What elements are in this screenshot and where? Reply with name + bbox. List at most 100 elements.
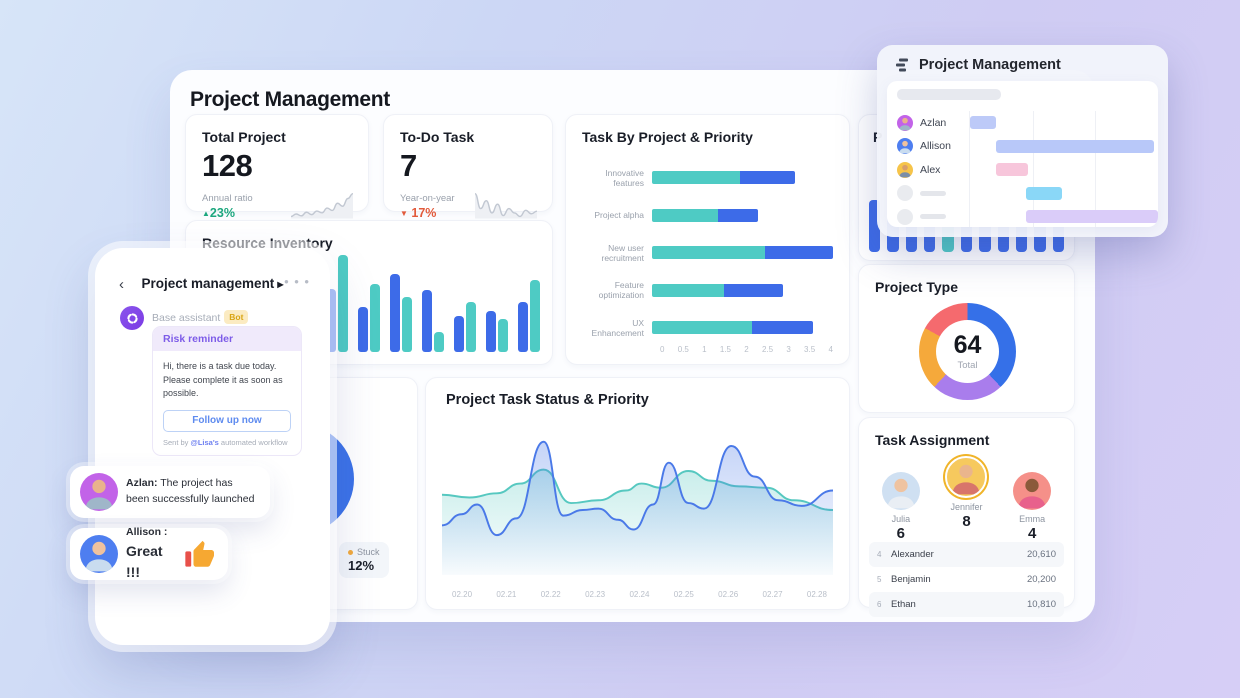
down-arrow-icon: ▼ [400,209,408,218]
avatar [897,138,913,155]
stat-value: 128 [202,148,253,183]
chat-bubble-azlan: Azlan: The project has been successfully… [70,466,270,518]
bar [869,200,881,252]
gantt-popup-window: Project Management Azlan Allison Alex [877,45,1168,237]
popup-title: Project Management [919,57,1061,73]
gantt-row-name: Allison [920,140,951,153]
member: Jennifer 8 [945,456,988,530]
gantt-row-name: Alex [920,163,941,176]
back-button[interactable]: ‹ [119,276,124,293]
donut-total-value: 64 [953,330,982,359]
mention-link[interactable]: @Lisa's [190,437,219,447]
bubble-text: Allison : Great !!! [126,525,168,581]
bar-segment [652,171,741,185]
bubble-text: Azlan: The project has been successfully… [126,477,255,505]
stat-delta: ▲23% [202,206,235,220]
gantt-row-name: Azlan [920,116,947,129]
bar-segment [724,283,784,297]
follow-up-button[interactable]: Follow up now [163,409,291,432]
avatar [881,472,920,510]
stat-sublabel: Annual ratio [202,193,253,204]
avatar [80,473,118,511]
bar [466,302,476,352]
status-priority-card: Project Task Status & Priority 02.20 02.2… [425,377,850,610]
bar-segment [751,321,813,335]
avatar [897,114,913,131]
bar [326,289,336,352]
gantt-bar[interactable] [970,116,997,129]
bar [402,297,412,352]
chat-title: Project management ▶ [141,276,284,291]
total-project-card: Total Project 128 Annual ratio ▲23% [185,114,369,220]
risk-reminder-card: Risk reminder Hi, there is a task due to… [152,326,302,456]
avatar [1013,472,1052,510]
chat-bubble-allison: Allison : Great !!! [70,526,228,580]
skeleton-bar [897,89,1001,100]
bar-segment [652,246,766,260]
more-menu-button[interactable]: • • • [284,274,310,289]
table-row[interactable]: 4 Alexander 20,610 [869,542,1064,567]
legend-value: 12% [348,558,375,573]
stacked-bar-chart: Innovative features Project alpha New user… [580,159,833,347]
gantt-bar[interactable] [996,139,1155,153]
bar [454,316,464,352]
area-chart [442,420,833,575]
bar-label: Feature optimization [598,280,644,301]
table-row[interactable]: 5 Benjamin 20,200 [877,574,1056,585]
bar-label: Project alpha [594,210,644,221]
bar [358,307,368,352]
table-row[interactable]: 6 Ethan 10,810 [869,592,1064,617]
bar [530,280,540,352]
legend-dot [348,549,353,555]
member-avatars: Julia 6 Jennifer 8 Emma 4 [869,456,1064,542]
page-title: Project Management [190,88,390,111]
up-arrow-icon: ▲ [202,209,210,218]
gantt-timeline [969,111,1158,227]
bot-avatar [120,306,144,330]
sparkline-chart [290,186,354,220]
reminder-title: Risk reminder [153,327,301,351]
legend-label: Stuck [357,547,380,557]
stat-delta: ▼ 17% [400,206,437,220]
bar [390,274,400,352]
bar [422,290,432,352]
bar-segment [765,246,833,260]
stat-label: Total Project [202,129,286,145]
card-title: Project Task Status & Priority [446,392,649,408]
x-axis-ticks: 02.20 02.21 02.22 02.23 02.24 02.25 02.26 02.27… [452,590,827,599]
task-assignment-card: Task Assignment Julia 6 Jennifer 8 Emma 4 4 Al… [858,417,1075,617]
gantt-bar[interactable] [996,163,1029,176]
bar [498,319,508,352]
bar-label: UX Enhancement [591,317,644,338]
member: Julia 6 [881,472,920,542]
donut-chart: 64 Total [919,303,1016,400]
avatar [945,456,988,498]
bar-label: Innovative features [605,167,644,188]
reminder-footer: Sent by @Lisa's automated workflow [163,437,288,447]
task-by-project-card: Task By Project & Priority Innovative fe… [565,114,850,365]
gantt-bar[interactable] [1026,186,1063,200]
caret-icon[interactable]: ▶ [277,280,284,289]
bar-segment [652,283,725,297]
donut-total-label: Total [957,359,978,371]
bar [518,302,528,352]
assignment-table: 4 Alexander 20,610 5 Benjamin 20,200 6 Ethan 10,… [869,542,1064,617]
todo-task-card: To-Do Task 7 Year-on-year ▼ 17% [383,114,553,220]
reminder-text: Hi, there is a task due today. Please co… [163,361,283,398]
gantt-name-column: Azlan Allison Alex [897,111,969,227]
member: Emma 4 [1013,472,1052,542]
thumbs-up-icon [185,540,214,567]
bar-segment [652,208,718,222]
sparkline-chart [474,186,538,220]
gantt-panel: Azlan Allison Alex [887,81,1158,227]
stat-value: 7 [400,148,417,183]
assistant-name: Base assistant [152,311,221,324]
card-title: Project Type [875,279,958,295]
bot-logo-icon [126,312,138,324]
bar-segment [717,208,759,222]
card-title: Task Assignment [875,432,990,448]
bar [338,255,348,352]
gantt-bar[interactable] [1026,210,1158,223]
bar-segment [740,171,795,185]
project-type-card: Project Type 64 Total [858,264,1075,413]
